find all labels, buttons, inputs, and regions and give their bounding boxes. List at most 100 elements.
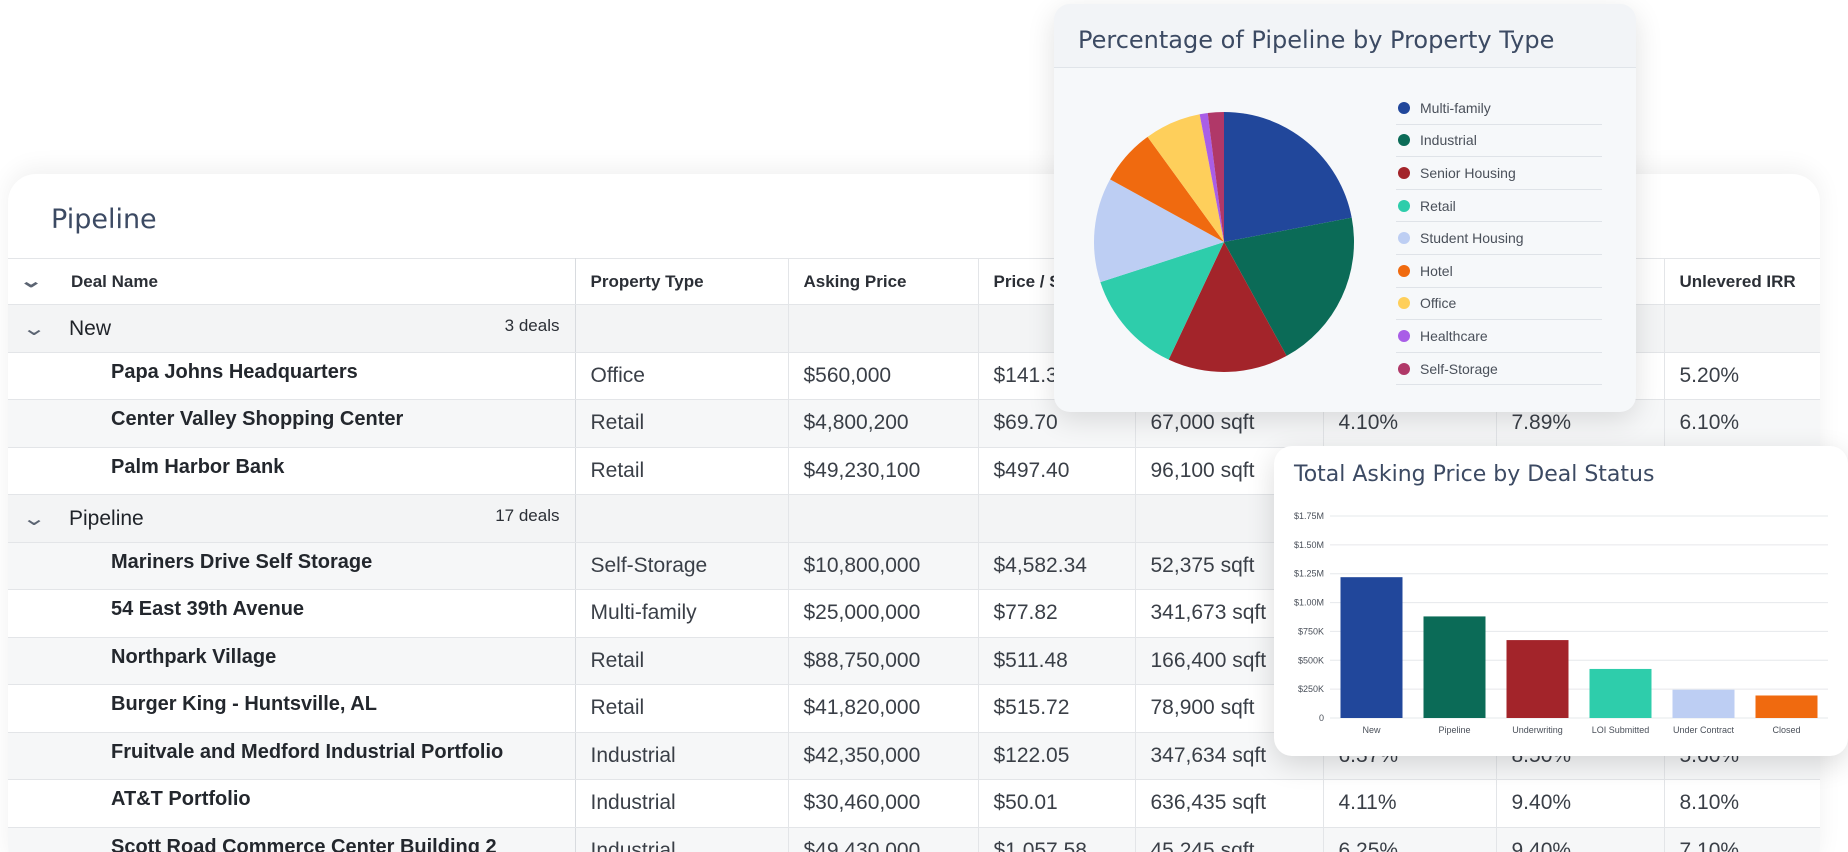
pie-slice-multi-family[interactable] — [1224, 112, 1352, 242]
cell-metric-2: 9.40% — [1496, 827, 1665, 852]
pie-slice-healthcare[interactable] — [1199, 113, 1224, 242]
cell-price-per-sqft: $1,057.58 — [978, 827, 1136, 852]
group-header-cell[interactable]: ⌄ Pipeline 17 deals — [8, 494, 576, 543]
cell-price-per-sqft: $497.40 — [978, 447, 1136, 495]
pie-slice-hotel[interactable] — [1110, 136, 1224, 242]
legend-item[interactable]: Industrial — [1396, 125, 1602, 158]
cell-price-per-sqft: $515.72 — [978, 684, 1136, 733]
legend-swatch — [1398, 232, 1410, 245]
deal-name-link[interactable]: Scott Road Commerce Center Building 2 — [111, 835, 497, 852]
cell-asking-price: $41,820,000 — [788, 684, 979, 733]
table-row[interactable]: Scott Road Commerce Center Building 2 Ind… — [8, 827, 1820, 852]
deal-name-link[interactable]: Palm Harbor Bank — [111, 455, 285, 478]
group-collapse-chevron-icon[interactable]: ⌄ — [21, 317, 47, 340]
pie-slice-senior-housing[interactable] — [1168, 242, 1287, 372]
bar-pipeline[interactable] — [1423, 616, 1486, 718]
deal-name-link[interactable]: 54 East 39th Avenue — [111, 598, 305, 621]
legend-item[interactable]: Healthcare — [1396, 320, 1602, 353]
legend-label: Senior Housing — [1420, 164, 1516, 181]
legend-swatch — [1398, 329, 1410, 342]
legend-label: Office — [1420, 295, 1457, 312]
table-row[interactable]: AT&T Portfolio Industrial $30,460,000 $50.0… — [8, 779, 1820, 828]
cell-square-feet: 636,435 sqft — [1135, 779, 1324, 828]
bar-underwriting[interactable] — [1506, 640, 1569, 718]
column-header-asking-price[interactable]: Asking Price — [788, 258, 979, 305]
deal-name-link[interactable]: Burger King - Huntsville, AL — [111, 693, 377, 716]
cell-asking-price: $49,230,100 — [788, 447, 979, 495]
cell-asking-price: $42,350,000 — [788, 732, 979, 780]
column-label: Deal Name — [71, 272, 158, 291]
legend-item[interactable]: Senior Housing — [1396, 157, 1602, 190]
bar-chart-title: Total Asking Price by Deal Status — [1294, 462, 1655, 487]
group-empty-cell — [788, 494, 979, 543]
group-collapse-chevron-icon[interactable]: ⌄ — [21, 507, 47, 530]
x-category-label: Pipeline — [1438, 725, 1470, 735]
cell-deal-name[interactable]: 54 East 39th Avenue — [8, 589, 576, 638]
bar-chart-card: Total Asking Price by Deal Status 0 $250K… — [1274, 446, 1848, 756]
y-tick-label: $750K — [1298, 626, 1324, 636]
legend-item[interactable]: Multi-family — [1396, 92, 1602, 125]
pie-chart-card: Percentage of Pipeline by Property Type … — [1054, 4, 1636, 412]
cell-deal-name[interactable]: Burger King - Huntsville, AL — [8, 684, 576, 733]
legend-item[interactable]: Retail — [1396, 190, 1602, 223]
legend-swatch — [1398, 362, 1410, 375]
deal-name-link[interactable]: Mariners Drive Self Storage — [111, 550, 373, 573]
pie-slice-office[interactable] — [1147, 114, 1224, 242]
y-tick-label: $250K — [1298, 684, 1324, 694]
column-header-deal-name[interactable]: ⌄ Deal Name — [8, 258, 576, 305]
cell-deal-name[interactable]: AT&T Portfolio — [8, 779, 576, 828]
cell-unlevered-irr: 8.10% — [1664, 779, 1820, 828]
collapse-all-chevron-icon[interactable]: ⌄ — [19, 271, 44, 291]
deal-name-link[interactable]: Center Valley Shopping Center — [111, 408, 404, 431]
x-category-label: LOI Submitted — [1592, 725, 1650, 735]
legend-item[interactable]: Self-Storage — [1396, 353, 1602, 386]
deal-name-link[interactable]: Northpark Village — [111, 645, 277, 668]
legend-item[interactable]: Hotel — [1396, 255, 1602, 288]
pie-slice-self-storage[interactable] — [1207, 112, 1224, 242]
cell-property-type: Retail — [575, 637, 789, 685]
group-deal-count: 3 deals — [504, 315, 560, 335]
bar-under-contract[interactable] — [1672, 689, 1735, 718]
deal-name-link[interactable]: AT&T Portfolio — [111, 788, 251, 811]
legend-swatch — [1398, 199, 1410, 212]
cell-deal-name[interactable]: Papa Johns Headquarters — [8, 352, 576, 400]
cell-asking-price: $10,800,000 — [788, 542, 979, 590]
legend-swatch — [1398, 264, 1410, 277]
group-header-cell[interactable]: ⌄ New 3 deals — [8, 304, 576, 353]
pie-legend: Multi-family Industrial Senior Housing Reta… — [1396, 92, 1602, 386]
cell-price-per-sqft: $77.82 — [978, 589, 1136, 638]
cell-deal-name[interactable]: Center Valley Shopping Center — [8, 399, 576, 448]
cell-unlevered-irr: 5.20% — [1664, 352, 1820, 400]
cell-deal-name[interactable]: Scott Road Commerce Center Building 2 — [8, 827, 576, 852]
cell-unlevered-irr: 7.10% — [1664, 827, 1820, 852]
legend-label: Healthcare — [1420, 327, 1488, 344]
pie-slice-student-housing[interactable] — [1094, 179, 1224, 283]
cell-price-per-sqft: $122.05 — [978, 732, 1136, 780]
legend-label: Hotel — [1420, 262, 1453, 279]
cell-property-type: Retail — [575, 447, 789, 495]
cell-asking-price: $560,000 — [788, 352, 979, 400]
cell-deal-name[interactable]: Fruitvale and Medford Industrial Portfol… — [8, 732, 576, 780]
column-header-property-type[interactable]: Property Type — [575, 258, 789, 305]
cell-price-per-sqft: $511.48 — [978, 637, 1136, 685]
cell-asking-price: $4,800,200 — [788, 399, 979, 448]
cell-deal-name[interactable]: Palm Harbor Bank — [8, 447, 576, 495]
deal-name-link[interactable]: Fruitvale and Medford Industrial Portfol… — [111, 740, 504, 763]
legend-item[interactable]: Student Housing — [1396, 222, 1602, 255]
deal-name-link[interactable]: Papa Johns Headquarters — [111, 360, 358, 383]
cell-deal-name[interactable]: Mariners Drive Self Storage — [8, 542, 576, 590]
y-tick-label: $1.00M — [1294, 598, 1324, 608]
bar-loi-submitted[interactable] — [1589, 668, 1652, 718]
cell-deal-name[interactable]: Northpark Village — [8, 637, 576, 685]
group-name: Pipeline — [69, 506, 144, 530]
bar-closed[interactable] — [1755, 695, 1818, 718]
column-header-unlevered-irr[interactable]: Unlevered IRR — [1664, 258, 1820, 305]
pie-slice-retail[interactable] — [1100, 242, 1224, 360]
bar-new[interactable] — [1340, 577, 1403, 718]
y-tick-label: $1.75M — [1294, 511, 1324, 521]
cell-property-type: Industrial — [575, 827, 789, 852]
pie-slice-industrial[interactable] — [1224, 217, 1354, 356]
legend-item[interactable]: Office — [1396, 288, 1602, 321]
table-row[interactable]: Fruitvale and Medford Industrial Portfol… — [8, 732, 1820, 780]
